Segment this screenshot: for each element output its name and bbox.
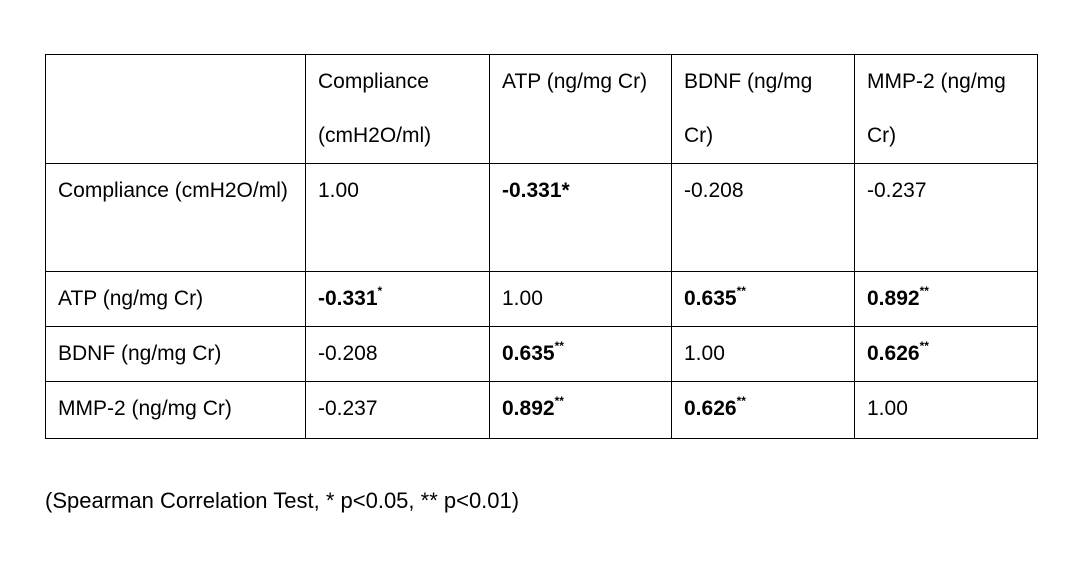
cell-value: -0.237 [318,397,378,420]
row-label: MMP-2 (ng/mg Cr) [45,381,306,439]
value-cell: 0.626** [854,326,1038,382]
value-cell: 0.635** [671,271,855,327]
caption: (Spearman Correlation Test, * p<0.05, **… [45,488,520,513]
correlation-table: Compliance (cmH2O/ml) ATP (ng/mg Cr) BDNF … [45,54,1038,439]
row-label: Compliance (cmH2O/ml) [45,163,306,272]
significance-mark: ** [919,284,929,298]
cell-value: -0.331 [318,287,378,310]
header-cell: MMP-2 (ng/mg Cr) [854,54,1038,164]
table-row: ATP (ng/mg Cr) -0.331* 1.00 0.635** 0.892** [45,271,1038,327]
value-cell: 0.892** [489,381,672,439]
table-row: Compliance (cmH2O/ml) 1.00 -0.331* -0.208 -0… [45,163,1038,272]
header-row: Compliance (cmH2O/ml) ATP (ng/mg Cr) BDNF … [45,54,1038,164]
value-cell: -0.331* [489,163,672,272]
cell-value: -0.208 [684,179,744,202]
significance-mark: ** [736,394,746,408]
cell-value: 0.892 [502,397,555,420]
header-cell: Compliance (cmH2O/ml) [305,54,490,164]
significance-mark: * [377,284,383,298]
table-row: BDNF (ng/mg Cr) -0.208 0.635** 1.00 0.626** [45,326,1038,382]
cell-value: 1.00 [502,287,543,310]
value-cell: -0.208 [305,326,490,382]
value-cell: -0.237 [305,381,490,439]
header-cell: ATP (ng/mg Cr) [489,54,672,164]
significance-mark: ** [554,339,564,353]
value-cell: -0.331* [305,271,490,327]
corner-cell [45,54,306,164]
value-cell: -0.237 [854,163,1038,272]
cell-value: 0.626 [867,342,920,365]
cell-value: 1.00 [684,342,725,365]
significance-mark: ** [554,394,564,408]
cell-value: -0.331* [502,179,570,202]
header-cell: BDNF (ng/mg Cr) [671,54,855,164]
cell-value: -0.208 [318,342,378,365]
significance-mark: ** [919,339,929,353]
value-cell: 1.00 [489,271,672,327]
cell-value: 1.00 [318,179,359,202]
row-label: ATP (ng/mg Cr) [45,271,306,327]
table-row: MMP-2 (ng/mg Cr) -0.237 0.892** 0.626** 1.00 [45,381,1038,439]
row-label: BDNF (ng/mg Cr) [45,326,306,382]
value-cell: 0.892** [854,271,1038,327]
cell-value: 0.626 [684,397,737,420]
value-cell: 1.00 [854,381,1038,439]
value-cell: -0.208 [671,163,855,272]
cell-value: 1.00 [867,397,908,420]
cell-value: -0.237 [867,179,927,202]
value-cell: 1.00 [305,163,490,272]
value-cell: 0.626** [671,381,855,439]
cell-value: 0.635 [502,342,555,365]
value-cell: 0.635** [489,326,672,382]
cell-value: 0.892 [867,287,920,310]
cell-value: 0.635 [684,287,737,310]
value-cell: 1.00 [671,326,855,382]
significance-mark: ** [736,284,746,298]
